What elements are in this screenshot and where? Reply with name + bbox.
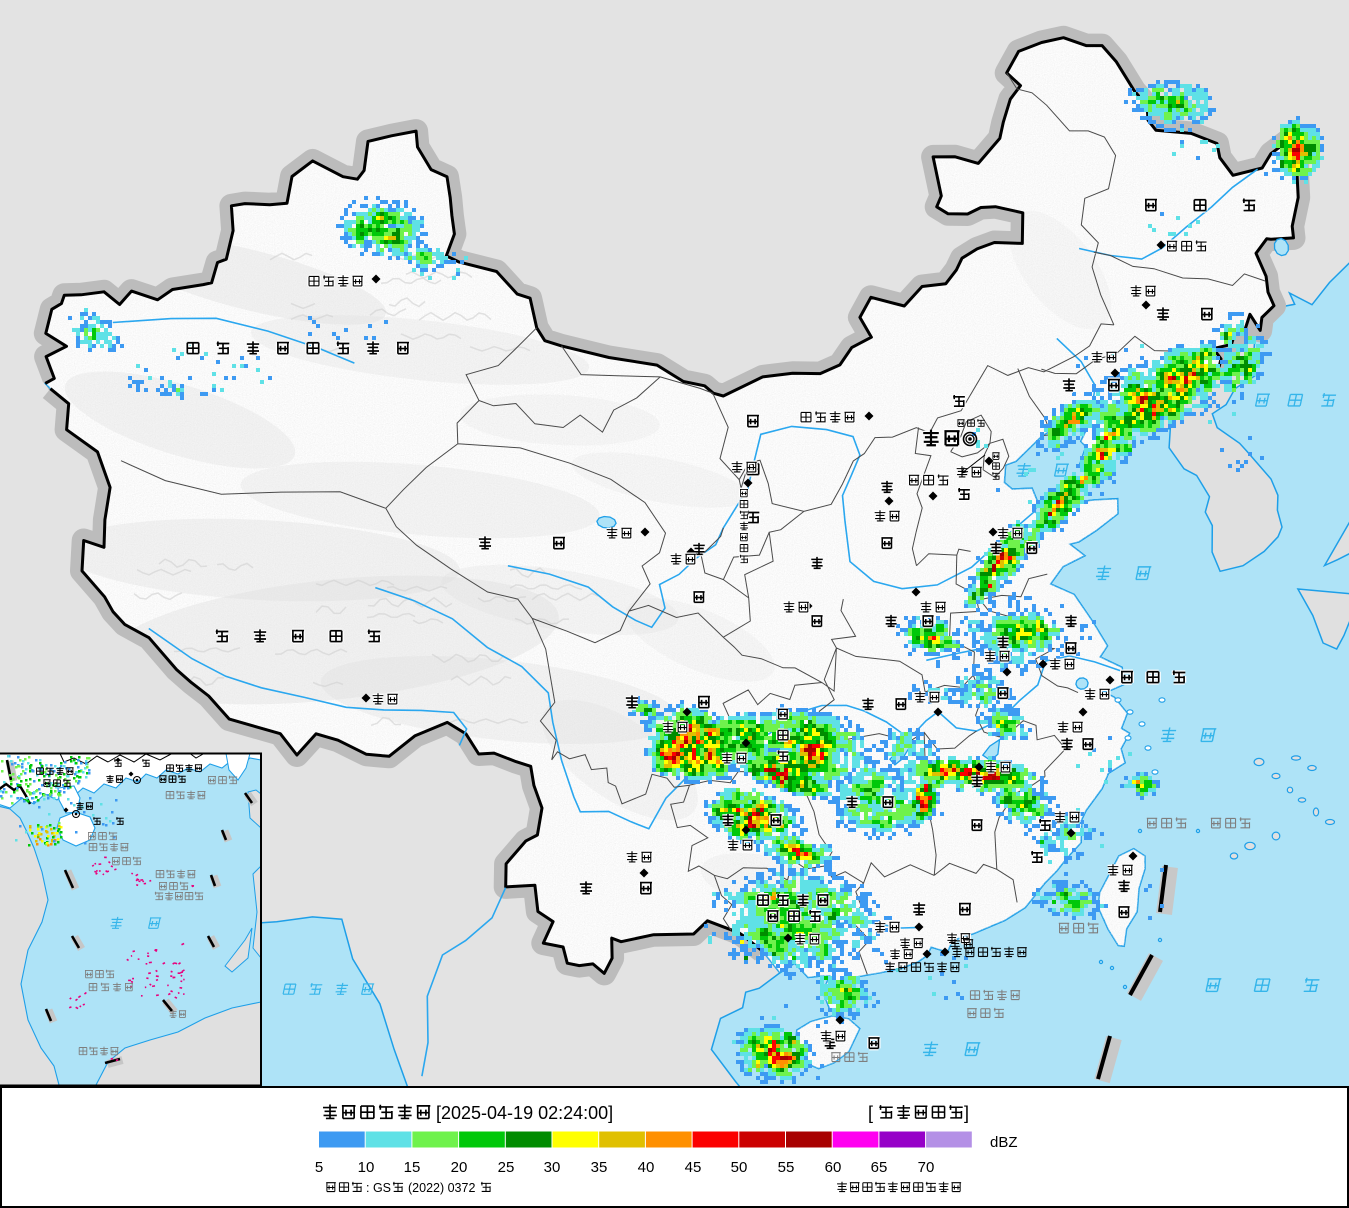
- svg-text:50: 50: [731, 1159, 748, 1176]
- svg-text:5: 5: [315, 1159, 323, 1176]
- svg-text:15: 15: [404, 1159, 421, 1176]
- svg-text:20: 20: [451, 1159, 468, 1176]
- svg-text:]: ]: [964, 1103, 969, 1123]
- svg-text:10: 10: [358, 1159, 375, 1176]
- svg-text:60: 60: [825, 1159, 842, 1176]
- svg-text:[2025-04-19 02:24:00]: [2025-04-19 02:24:00]: [436, 1103, 613, 1123]
- svg-text:65: 65: [871, 1159, 888, 1176]
- svg-text:dBZ: dBZ: [990, 1134, 1018, 1151]
- svg-text:: GS: : GS: [366, 1181, 391, 1195]
- svg-text:30: 30: [544, 1159, 561, 1176]
- svg-text:25: 25: [498, 1159, 515, 1176]
- svg-text:[: [: [868, 1103, 873, 1123]
- svg-text:45: 45: [685, 1159, 702, 1176]
- svg-text:55: 55: [778, 1159, 795, 1176]
- svg-text:35: 35: [591, 1159, 608, 1176]
- svg-text:70: 70: [918, 1159, 935, 1176]
- svg-text:(2022) 0372: (2022) 0372: [408, 1181, 475, 1195]
- svg-text:40: 40: [638, 1159, 655, 1176]
